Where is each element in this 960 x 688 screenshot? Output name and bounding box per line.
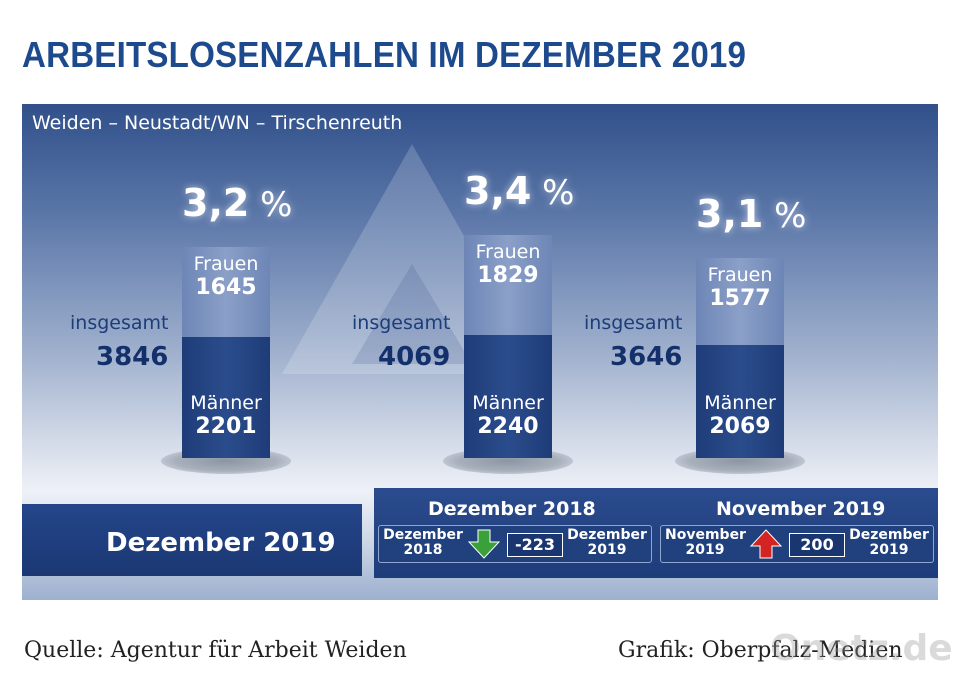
maenner-label: Männer	[704, 391, 776, 414]
insgesamt-value: 3846	[96, 342, 169, 372]
arrow-down-icon	[467, 529, 501, 559]
rate-unit: %	[249, 185, 293, 226]
comparison-to: Dezember 2019	[847, 528, 931, 558]
insgesamt-label: insgesamt	[70, 312, 169, 334]
comparison-from-month: Dezember	[383, 527, 463, 543]
source-note: Quelle: Agentur für Arbeit Weiden	[24, 638, 407, 663]
arrow-up-icon	[749, 529, 783, 559]
comparison-to-month: Dezember	[567, 527, 647, 543]
frauen-label: Frauen	[193, 253, 259, 276]
site-watermark: Onetz.de	[770, 628, 953, 669]
rate-unit: %	[531, 173, 575, 214]
rate-value: 3,4	[464, 169, 532, 214]
frauen-value: 1577	[709, 286, 771, 312]
comparison-change: 200	[789, 533, 845, 557]
bar-segment-frauen	[464, 235, 552, 336]
comparison-from: November 2019	[665, 527, 746, 558]
comparison-from-year: 2018	[403, 542, 443, 558]
comparison-box: Dezember 2018 -223 Dezember 2019	[378, 525, 652, 563]
bar-segment-maenner	[182, 337, 270, 458]
chart-title: ARBEITSLOSENZAHLEN IM DEZEMBER 2019	[22, 34, 747, 75]
rate-label: 3,1 %	[696, 192, 806, 236]
chart-panel: Weiden – Neustadt/WN – Tirschenreuth Fra…	[22, 104, 938, 600]
stacked-bar: Frauen 1829 Männer 2240	[464, 235, 552, 458]
graphic-credit: Grafik: Oberpfalz-Medien	[618, 638, 903, 663]
rate-value: 3,1	[696, 192, 764, 237]
comparison-from-year: 2019	[685, 542, 725, 558]
comparison-title: Dezember 2018	[428, 498, 596, 520]
comparison-change: -223	[507, 533, 563, 557]
background-triangle-inner	[352, 264, 472, 364]
comparison-to: Dezember 2019	[565, 528, 649, 558]
stacked-bar: Frauen 1577 Männer 2069	[696, 258, 784, 458]
bar-segment-maenner	[464, 335, 552, 458]
current-period-band	[22, 504, 362, 576]
comparison-box: November 2019 200 Dezember 2019	[660, 525, 934, 563]
rate-unit: %	[763, 196, 807, 237]
stacked-bar: Frauen 1645 Männer 2201	[182, 247, 270, 458]
bar-segment-frauen	[182, 247, 270, 338]
insgesamt-label: insgesamt	[352, 312, 451, 334]
insgesamt-value: 3646	[610, 342, 683, 372]
comparison-from: Dezember 2018	[383, 528, 463, 558]
comparison-to-month: Dezember	[849, 527, 929, 543]
maenner-value: 2201	[195, 413, 257, 439]
maenner-value: 2069	[709, 413, 771, 439]
maenner-value: 2240	[477, 413, 539, 439]
insgesamt-value: 4069	[378, 342, 451, 372]
maenner-label: Männer	[472, 391, 544, 414]
bar-segment-frauen	[696, 258, 784, 345]
rate-label: 3,4 %	[464, 169, 574, 213]
rate-value: 3,2	[182, 181, 250, 226]
comparison-title: November 2019	[716, 498, 886, 520]
chart-subtitle: Weiden – Neustadt/WN – Tirschenreuth	[32, 112, 403, 134]
comparison-from-month: November	[665, 527, 746, 543]
current-period-label: Dezember 2019	[106, 528, 336, 558]
bar-segment-maenner	[696, 344, 784, 458]
frauen-value: 1645	[195, 275, 257, 301]
comparison-to-year: 2019	[869, 542, 909, 558]
rate-label: 3,2 %	[182, 181, 292, 225]
frauen-label: Frauen	[475, 241, 541, 264]
comparison-to-year: 2019	[587, 542, 627, 558]
frauen-label: Frauen	[707, 264, 773, 287]
insgesamt-label: insgesamt	[584, 312, 683, 334]
frauen-value: 1829	[477, 263, 539, 289]
maenner-label: Männer	[190, 391, 262, 414]
